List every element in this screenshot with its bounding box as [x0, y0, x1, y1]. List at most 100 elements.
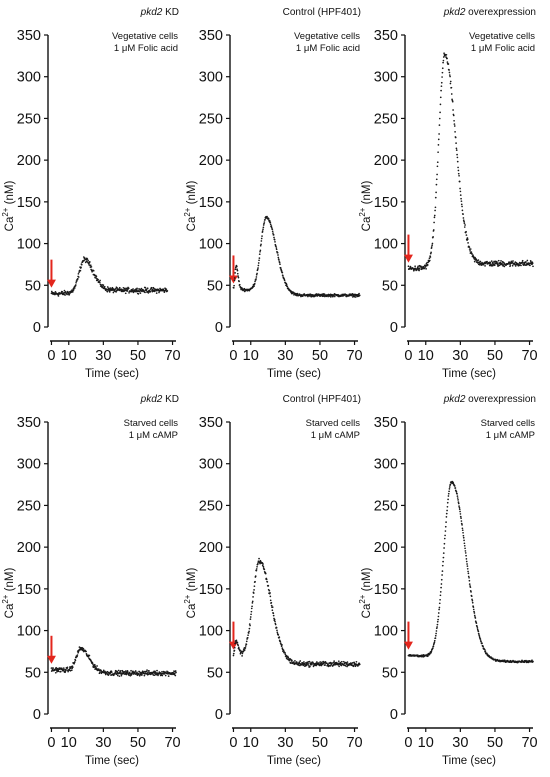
y-tick-label: 150: [17, 582, 41, 598]
trace-point: [91, 270, 93, 273]
trace-point: [305, 664, 308, 667]
trace-point: [272, 612, 275, 615]
trace-point: [234, 268, 237, 271]
trace-point: [126, 290, 129, 292]
trace-point: [107, 674, 110, 676]
trace-point: [72, 288, 75, 291]
trace-point: [311, 295, 314, 298]
trace-point: [262, 565, 265, 568]
trace-point: [56, 670, 58, 673]
trace-point: [148, 670, 150, 672]
trace-point: [86, 258, 89, 261]
trace-point: [254, 280, 256, 283]
trace-point: [264, 218, 266, 221]
trace-point: [459, 510, 461, 513]
trace-point: [103, 285, 106, 288]
condition-label: Control (HPF401): [283, 394, 361, 405]
trace-point: [277, 254, 279, 256]
trace-point: [312, 662, 315, 665]
trace-point: [273, 238, 276, 241]
gene-name: pkd2: [443, 7, 466, 18]
trace-point: [432, 645, 435, 647]
trace-point: [342, 660, 345, 663]
trace-point: [76, 655, 78, 658]
trace-point: [433, 214, 436, 217]
trace-point: [459, 194, 462, 196]
trace-point: [345, 662, 348, 665]
trace-point: [105, 288, 108, 291]
trace-point: [146, 669, 148, 671]
trace-point: [82, 648, 85, 650]
trace-point: [275, 248, 278, 251]
trace-point: [278, 636, 281, 638]
trace-point: [237, 646, 240, 649]
trace-point: [462, 531, 464, 534]
panel-condition-title: pkd2 KD: [140, 7, 179, 18]
trace-point: [269, 221, 272, 224]
trace-point: [465, 230, 467, 233]
x-axis-label: Time (sec): [442, 368, 496, 380]
trace-point: [457, 166, 459, 169]
y-tick-label: 50: [25, 665, 41, 681]
trace-point: [501, 262, 503, 265]
trace-point: [509, 264, 512, 266]
trace-point: [433, 641, 436, 644]
trace-point: [255, 276, 258, 278]
trace-point: [439, 591, 442, 593]
trace-point: [272, 232, 274, 234]
trace-point: [474, 617, 477, 619]
trace-point: [296, 292, 299, 295]
x-tick-label: 50: [487, 348, 503, 364]
trace-point: [464, 547, 466, 550]
trace-point: [443, 52, 445, 55]
trace-point: [502, 264, 505, 266]
trace-point: [52, 667, 54, 669]
trace-point: [262, 226, 265, 229]
trace-point: [423, 267, 426, 270]
trace-point: [95, 275, 98, 278]
trace-point: [473, 260, 476, 263]
trace-point: [122, 286, 125, 289]
trace-point: [448, 488, 451, 490]
trace-point: [482, 645, 484, 648]
y-tick-label: 150: [17, 195, 41, 211]
trace-point: [451, 100, 454, 103]
trace-point: [460, 522, 463, 525]
x-axis-label: Time (sec): [442, 755, 496, 767]
trace-point: [457, 172, 460, 175]
trace-point: [444, 525, 447, 528]
trace-point: [435, 191, 437, 194]
trace-point: [76, 654, 79, 656]
trace-point: [436, 161, 439, 164]
y-tick-label: 250: [199, 498, 223, 514]
trace-point: [442, 552, 445, 555]
trace-point: [252, 595, 254, 598]
trace-point: [441, 570, 444, 572]
y-tick-label: 0: [33, 707, 41, 723]
trace-point: [445, 512, 448, 515]
trace-point: [459, 513, 462, 515]
trace-point: [459, 190, 462, 193]
trace-point: [100, 669, 102, 672]
trace-point: [272, 234, 275, 236]
y-tick-label: 350: [374, 415, 398, 431]
trace-point: [255, 273, 258, 276]
trace-point: [253, 282, 256, 285]
y-tick-label: 250: [199, 111, 223, 127]
trace-point: [351, 661, 354, 664]
trace-point: [53, 292, 56, 294]
trace-point: [252, 592, 255, 594]
trace-point: [439, 598, 441, 601]
trace-point: [254, 575, 257, 577]
trace-point: [448, 486, 451, 488]
y-axis-label: Ca2+ (nM): [1, 181, 16, 232]
trace-point: [282, 649, 285, 652]
trace-point: [455, 149, 458, 151]
trace-point: [299, 660, 302, 662]
trace-point: [333, 295, 336, 298]
trace-point: [447, 498, 449, 501]
trace-point: [333, 660, 335, 662]
